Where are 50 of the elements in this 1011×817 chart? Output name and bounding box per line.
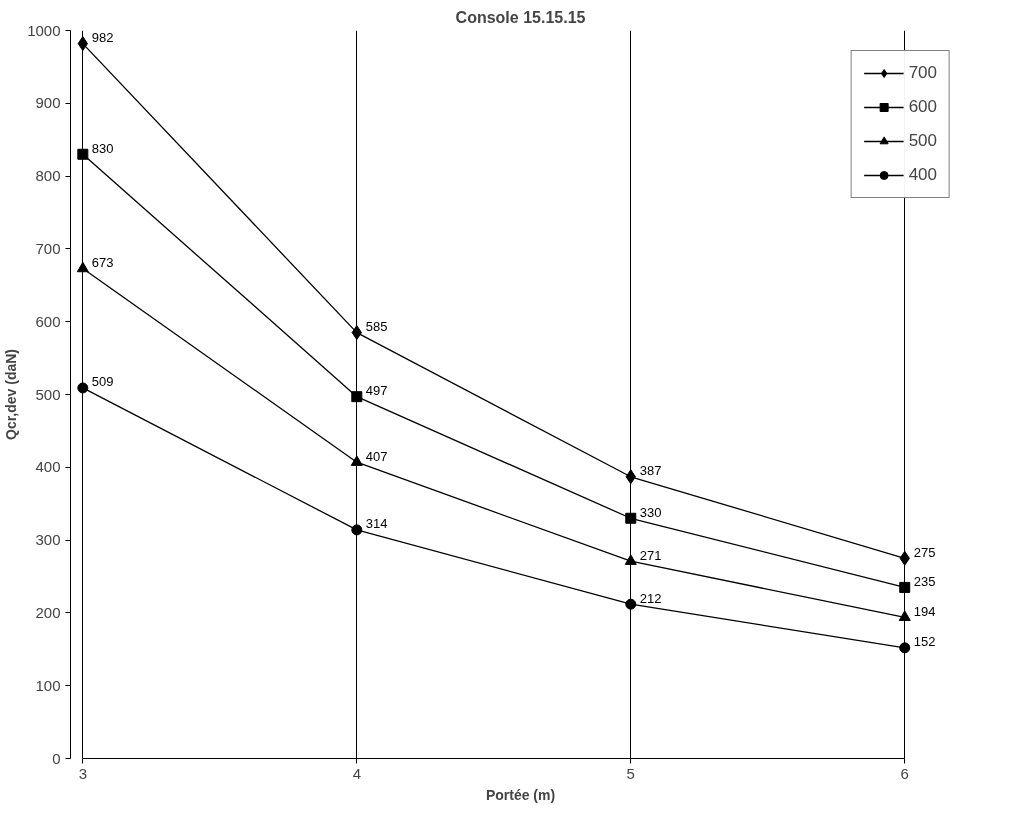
- point: [625, 598, 637, 610]
- data-label: 330: [639, 504, 662, 520]
- data-label: 212: [639, 590, 662, 606]
- data-label: 387: [639, 463, 662, 479]
- y-axis-title: Qcr,dev (daN): [3, 348, 20, 441]
- data-label: 830: [91, 140, 114, 156]
- x-tick-label: 4: [352, 764, 361, 782]
- x-tick-label: 5: [626, 764, 635, 782]
- point: [625, 512, 637, 524]
- y-tick-label: 500: [35, 385, 61, 403]
- y-tick-label: 1000: [27, 21, 61, 39]
- point: [898, 610, 911, 621]
- x-axis-title: Portée (m): [485, 786, 556, 803]
- data-label: 275: [913, 544, 936, 560]
- data-label: 235: [913, 573, 936, 589]
- x-tick-label: 6: [900, 764, 909, 782]
- data-label: 585: [365, 319, 388, 335]
- point: [76, 261, 89, 273]
- point: [351, 391, 363, 403]
- legend-label: 700: [908, 63, 937, 83]
- point: [350, 455, 363, 466]
- data-label: 314: [365, 516, 388, 532]
- y-tick-label: 800: [35, 167, 61, 185]
- data-label: 407: [365, 448, 388, 464]
- x-tick-label: 3: [78, 764, 87, 782]
- y-tick-label: 900: [35, 94, 61, 112]
- data-label: 982: [91, 30, 114, 46]
- y-tick-label: 700: [35, 239, 61, 257]
- data-label: 194: [913, 603, 936, 619]
- data-label: 497: [365, 383, 388, 399]
- data-label: 509: [91, 374, 114, 390]
- legend-label: 500: [908, 131, 937, 151]
- point: [77, 382, 89, 394]
- point: [624, 554, 637, 565]
- chart-title: Console 15.15.15: [455, 8, 586, 26]
- y-tick-label: 100: [35, 676, 61, 694]
- point: [77, 148, 89, 160]
- y-tick-label: 200: [35, 603, 61, 621]
- point: [899, 642, 911, 654]
- legend-label: 400: [908, 165, 937, 185]
- y-tick-label: 300: [35, 531, 61, 549]
- y-tick-label: 0: [52, 749, 61, 767]
- point: [899, 581, 911, 593]
- data-label: 271: [639, 547, 662, 563]
- data-label: 152: [913, 634, 936, 650]
- y-tick-label: 400: [35, 458, 61, 476]
- data-label: 673: [91, 255, 114, 271]
- point: [351, 524, 363, 536]
- legend-label: 600: [908, 97, 937, 117]
- y-tick-label: 600: [35, 312, 61, 330]
